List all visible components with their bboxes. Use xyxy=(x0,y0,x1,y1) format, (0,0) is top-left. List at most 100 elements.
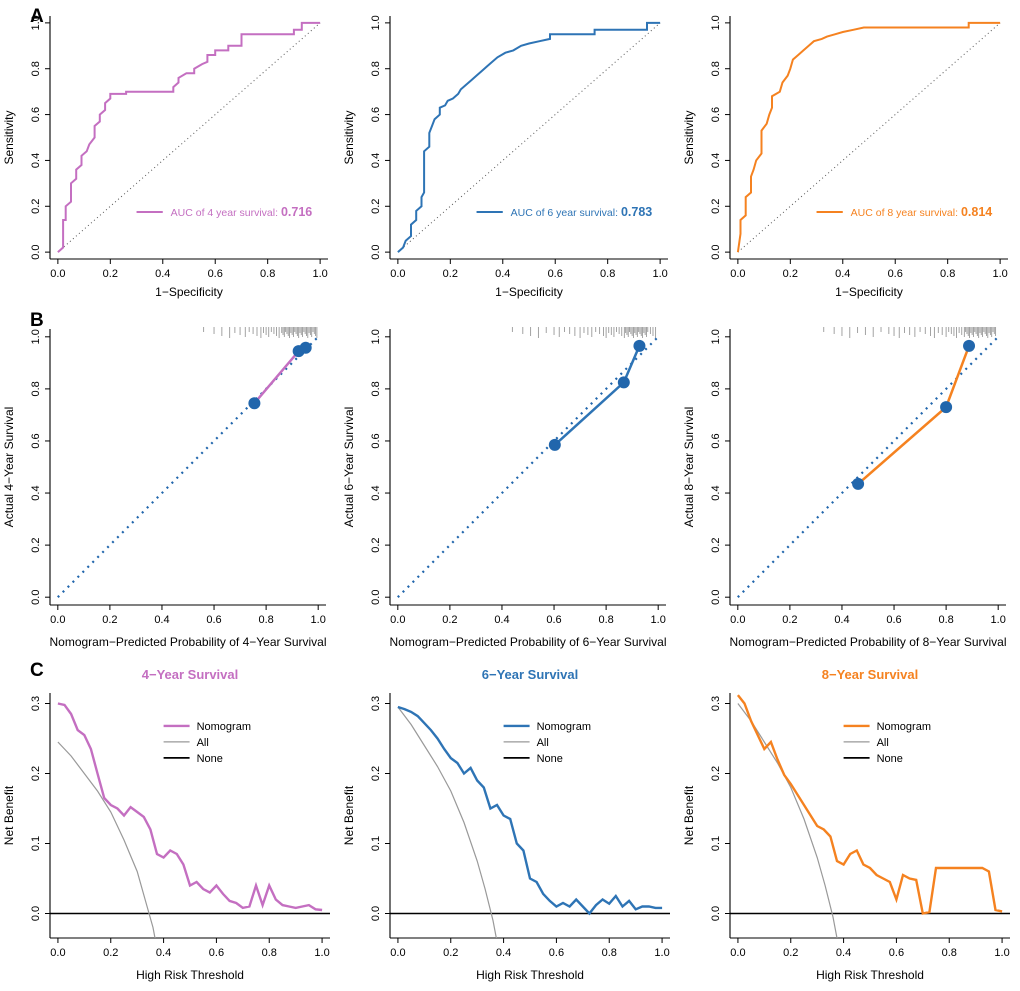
calibration-chart-8-year: 0.0 0.2 0.4 0.6 0.8 1.0 0.0 0.2 0.4 0.6 0.8 1.0 Nomo… xyxy=(680,309,1020,662)
x-axis-title: High Risk Threshold xyxy=(816,968,924,982)
y-axis-title: Actual 4−Year Survival xyxy=(2,407,16,528)
x-tick-label: 0.6 xyxy=(546,614,561,626)
x-tick-label: 0.8 xyxy=(942,947,957,959)
x-tick-label: 0.8 xyxy=(262,947,277,959)
x-axis-title: 1−Specificity xyxy=(835,285,903,299)
y-axis-title: Sensitivity xyxy=(342,110,356,164)
y-tick-label: 0.0 xyxy=(370,590,382,605)
y-tick-label: 1.0 xyxy=(370,329,382,344)
y-tick-label: 0.1 xyxy=(30,836,42,851)
y-axis-title: Sensitivity xyxy=(2,110,16,164)
y-tick-label: 0.4 xyxy=(370,153,382,168)
x-tick-label: 0.6 xyxy=(889,947,904,959)
x-tick-label: 0.6 xyxy=(549,947,564,959)
y-tick-label: 0.0 xyxy=(30,906,42,921)
x-tick-label: 1.0 xyxy=(314,947,329,959)
calibration-chart-6-year: 0.0 0.2 0.4 0.6 0.8 1.0 0.0 0.2 0.4 0.6 0.8 1.0 Nomo… xyxy=(340,309,680,662)
dca-legend-label-nomogram: Nomogram xyxy=(537,721,591,733)
y-tick-label: 0.4 xyxy=(370,485,382,500)
dca-legend-label-all: All xyxy=(877,737,889,749)
y-tick-label: 0.2 xyxy=(30,537,42,552)
x-tick-label: 1.0 xyxy=(652,268,667,280)
x-tick-label: 0.2 xyxy=(103,947,118,959)
x-tick-label: 0.0 xyxy=(390,268,405,280)
y-tick-label: 1.0 xyxy=(710,15,722,30)
y-axis-title: Net Benefit xyxy=(682,785,696,845)
cal-6year-svg: 0.0 0.2 0.4 0.6 0.8 1.0 0.0 0.2 0.4 0.6 0.8 1.0 Nomo… xyxy=(342,327,667,649)
y-tick-label: 0.2 xyxy=(30,199,42,214)
roc-6year-svg: 0.0 0.2 0.4 0.6 0.8 1.0 0.0 0.2 0.4 0.6 0.8 1.0 1−Sp… xyxy=(342,15,668,299)
x-tick-label: 0.2 xyxy=(442,614,457,626)
auc-legend-text: AUC of 6 year survival: 0.783 xyxy=(511,205,653,219)
x-tick-label: 0.6 xyxy=(886,614,901,626)
x-tick-label: 0.4 xyxy=(835,268,850,280)
y-tick-label: 0.3 xyxy=(30,696,42,711)
x-tick-label: 0.8 xyxy=(598,614,613,626)
auc-legend-text: AUC of 8 year survival: 0.814 xyxy=(851,205,993,219)
calibration-point xyxy=(548,438,561,451)
y-tick-label: 0.2 xyxy=(710,537,722,552)
y-tick-label: 0.8 xyxy=(30,381,42,396)
panel-c-row: 0.0 0.2 0.4 0.6 0.8 1.0 0.0 0.1 0.2 0.3 High Risk … xyxy=(0,659,1020,991)
nomogram-curve xyxy=(57,702,323,912)
y-tick-label: 0.6 xyxy=(710,107,722,122)
calibration-chart-4-year: 0.0 0.2 0.4 0.6 0.8 1.0 0.0 0.2 0.4 0.6 0.8 1.0 Nomo… xyxy=(0,309,340,662)
dca-chart-6-year: 0.0 0.2 0.4 0.6 0.8 1.0 0.0 0.1 0.2 0.3 High Risk … xyxy=(340,659,680,991)
x-tick-label: 0.0 xyxy=(730,268,745,280)
all-curve xyxy=(397,706,497,938)
y-tick-label: 0.0 xyxy=(710,244,722,259)
y-tick-label: 0.3 xyxy=(710,696,722,711)
x-tick-label: 0.6 xyxy=(548,268,563,280)
x-tick-label: 0.2 xyxy=(102,614,117,626)
x-tick-label: 0.2 xyxy=(782,614,797,626)
calibration-line xyxy=(553,345,641,446)
y-tick-label: 0.0 xyxy=(370,244,382,259)
dca-chart-4-year: 0.0 0.2 0.4 0.6 0.8 1.0 0.0 0.1 0.2 0.3 High Risk … xyxy=(0,659,340,991)
x-tick-label: 1.0 xyxy=(991,614,1006,626)
x-axis-title: High Risk Threshold xyxy=(476,968,584,982)
y-tick-label: 0.2 xyxy=(370,766,382,781)
roc-chart-4-year: 0.0 0.2 0.4 0.6 0.8 1.0 0.0 0.2 0.4 0.6 0.8 1.0 1−Sp… xyxy=(0,2,340,312)
ideal-diagonal xyxy=(397,336,659,598)
x-tick-label: 1.0 xyxy=(654,947,669,959)
y-tick-label: 1.0 xyxy=(370,15,382,30)
chart-title: 6−Year Survival xyxy=(482,667,579,682)
x-axis-title: 1−Specificity xyxy=(495,285,563,299)
y-tick-label: 0.4 xyxy=(710,153,722,168)
y-axis-title: Net Benefit xyxy=(2,785,16,845)
x-tick-label: 1.0 xyxy=(994,947,1009,959)
x-tick-label: 0.4 xyxy=(834,614,849,626)
nomogram-curve xyxy=(736,694,1003,915)
dca-legend-label-none: None xyxy=(877,753,903,765)
y-tick-label: 0.0 xyxy=(710,590,722,605)
y-axis-title: Actual 6−Year Survival xyxy=(342,407,356,528)
x-tick-label: 1.0 xyxy=(651,614,666,626)
x-tick-label: 0.2 xyxy=(443,268,458,280)
x-tick-label: 0.2 xyxy=(783,947,798,959)
dca-chart-8-year: 0.0 0.2 0.4 0.6 0.8 1.0 0.0 0.1 0.2 0.3 High Risk … xyxy=(680,659,1020,991)
x-tick-label: 0.8 xyxy=(940,268,955,280)
x-tick-label: 0.0 xyxy=(390,614,405,626)
x-axis-title: Nomogram−Predicted Probability of 8−Year… xyxy=(729,635,1006,649)
dca-legend-label-nomogram: Nomogram xyxy=(197,721,251,733)
y-tick-label: 0.2 xyxy=(370,199,382,214)
y-tick-label: 1.0 xyxy=(30,329,42,344)
dca-6year-svg: 0.0 0.2 0.4 0.6 0.8 1.0 0.0 0.1 0.2 0.3 High Risk … xyxy=(342,667,670,982)
dca-8year-svg: 0.0 0.2 0.4 0.6 0.8 1.0 0.0 0.1 0.2 0.3 High Risk … xyxy=(682,667,1010,982)
roc-curve xyxy=(736,21,1001,253)
calibration-point xyxy=(299,341,312,354)
calibration-point xyxy=(248,397,261,410)
y-axis-title: Net Benefit xyxy=(342,785,356,845)
chart-title: 8−Year Survival xyxy=(822,667,919,682)
y-tick-label: 0.8 xyxy=(30,61,42,76)
y-tick-label: 0.1 xyxy=(370,836,382,851)
y-tick-label: 0.6 xyxy=(710,433,722,448)
x-tick-label: 1.0 xyxy=(992,268,1007,280)
cal-8year-svg: 0.0 0.2 0.4 0.6 0.8 1.0 0.0 0.2 0.4 0.6 0.8 1.0 Nomo… xyxy=(682,327,1007,649)
dca-legend-label-all: All xyxy=(197,737,209,749)
x-tick-label: 0.4 xyxy=(156,947,171,959)
y-tick-label: 0.0 xyxy=(370,906,382,921)
dca-legend-label-all: All xyxy=(537,737,549,749)
y-axis-title: Actual 8−Year Survival xyxy=(682,407,696,528)
